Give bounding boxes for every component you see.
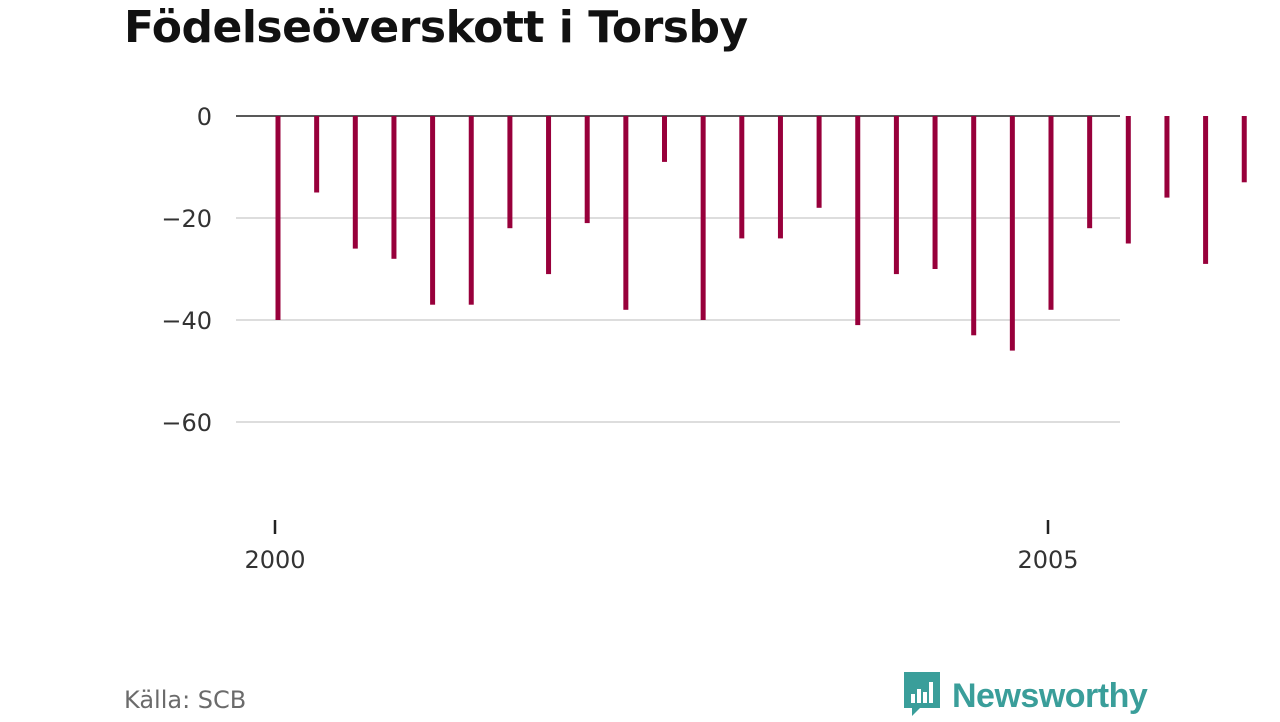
bar-chart-speech-bubble-icon bbox=[902, 670, 942, 722]
x-tick-label: 2005 bbox=[1017, 546, 1078, 574]
bar-2001Q2 bbox=[469, 116, 474, 305]
brand-name: Newsworthy bbox=[952, 677, 1147, 716]
bar-2002Q3 bbox=[662, 116, 667, 162]
y-axis-ticks: 0 −20 −40 −60 bbox=[161, 103, 212, 437]
bar-2004Q4 bbox=[1010, 116, 1015, 351]
y-tick-label: 0 bbox=[197, 103, 212, 131]
bar-2006Q2 bbox=[1242, 116, 1247, 182]
x-tick-label: 2000 bbox=[244, 546, 305, 574]
brand-logo[interactable]: Newsworthy bbox=[902, 670, 1147, 722]
bar-2002Q4 bbox=[701, 116, 706, 320]
bar-2004Q3 bbox=[971, 116, 976, 335]
bar-2005Q1 bbox=[1049, 116, 1054, 310]
bars bbox=[276, 116, 1280, 468]
bar-2002Q2 bbox=[623, 116, 628, 310]
grid-lines bbox=[236, 116, 1120, 422]
bar-2001Q1 bbox=[430, 116, 435, 305]
bar-2001Q4 bbox=[546, 116, 551, 274]
y-tick-label: −20 bbox=[161, 205, 212, 233]
bar-2004Q1 bbox=[894, 116, 899, 274]
bar-2005Q4 bbox=[1164, 116, 1169, 198]
bar-2006Q1 bbox=[1203, 116, 1208, 264]
y-tick-label: −60 bbox=[161, 409, 212, 437]
bar-2001Q3 bbox=[507, 116, 512, 228]
bar-2000Q1 bbox=[276, 116, 281, 320]
bar-2005Q3 bbox=[1126, 116, 1131, 244]
bar-2003Q1 bbox=[739, 116, 744, 238]
bar-2004Q2 bbox=[933, 116, 938, 269]
bar-2002Q1 bbox=[585, 116, 590, 223]
x-axis-ticks: 200020052010201520202025 bbox=[244, 520, 1280, 574]
source-note: Källa: SCB bbox=[124, 686, 246, 714]
bar-2005Q2 bbox=[1087, 116, 1092, 228]
bar-2000Q2 bbox=[314, 116, 319, 193]
bar-2000Q3 bbox=[353, 116, 358, 249]
bar-2003Q2 bbox=[778, 116, 783, 238]
bar-2003Q3 bbox=[817, 116, 822, 208]
y-tick-label: −40 bbox=[161, 307, 212, 335]
bar-2000Q4 bbox=[391, 116, 396, 259]
bar-2003Q4 bbox=[855, 116, 860, 325]
